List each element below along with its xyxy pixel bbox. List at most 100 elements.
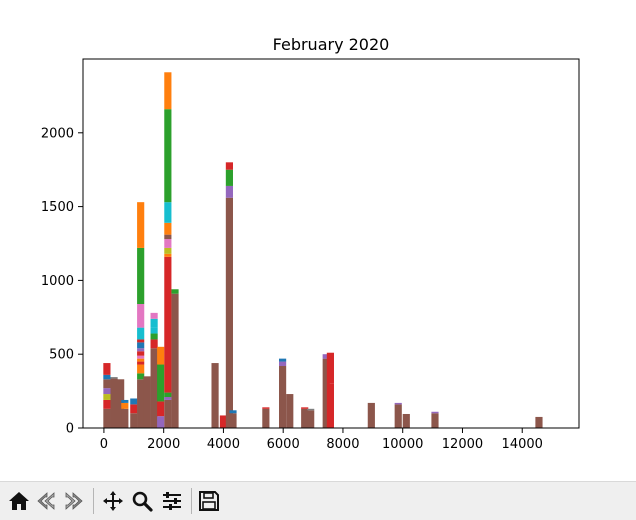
histogram-bar-segment: [137, 355, 145, 359]
histogram-bar-segment: [103, 374, 111, 380]
histogram-bar-segment: [164, 72, 172, 110]
histogram-bar-segment: [171, 293, 179, 428]
histogram-bar-segment: [137, 351, 145, 356]
histogram-bar-segment: [137, 364, 145, 374]
forward-icon[interactable]: [62, 489, 86, 513]
histogram-bar-segment: [431, 411, 439, 414]
histogram-bar-segment: [279, 361, 287, 367]
histogram-bar-segment: [286, 394, 294, 428]
histogram-bar-segment: [143, 376, 151, 428]
histogram-bar-segment: [121, 402, 129, 409]
histogram-bar-segment: [225, 197, 233, 428]
histogram-bar-segment: [117, 379, 125, 428]
histogram-bar-segment: [164, 392, 172, 398]
histogram-bar-segment: [394, 404, 402, 428]
histogram-bar-segment: [229, 413, 237, 428]
histogram-bar-segment: [103, 388, 111, 395]
x-tick-label: 2000: [147, 437, 180, 452]
y-tick-label: 1000: [41, 274, 74, 289]
histogram-bar-segment: [164, 239, 172, 248]
y-tick-label: 1500: [41, 200, 74, 215]
axes-frame: [82, 58, 580, 429]
histogram-bar-segment: [431, 413, 439, 428]
histogram-bar-segment: [225, 169, 233, 186]
histogram-bar-segment: [171, 289, 179, 294]
histogram-bar-segment: [307, 408, 315, 411]
histogram-bar-segment: [137, 342, 145, 349]
histogram-bar-segment: [130, 404, 138, 414]
histogram-bar-segment: [157, 416, 165, 428]
x-tick-label: 0: [100, 437, 108, 452]
histogram-bar-segment: [137, 339, 145, 343]
bars-layer: [103, 72, 543, 428]
x-axis: 0 2000 4000 6000 8000 10000 12000 14000: [100, 428, 543, 452]
zoom-icon[interactable]: [130, 489, 154, 513]
save-icon[interactable]: [197, 489, 221, 513]
histogram-bar-segment: [137, 373, 145, 380]
histogram-bar-segment: [402, 413, 410, 428]
x-tick-label: 6000: [267, 437, 300, 452]
histogram-bar-segment: [157, 401, 165, 417]
histogram-bar-segment: [301, 408, 309, 428]
home-icon[interactable]: [7, 489, 31, 513]
histogram-bar-segment: [110, 378, 118, 428]
histogram-bar-segment: [150, 318, 158, 328]
histogram-bar-segment: [164, 397, 172, 400]
x-tick-label: 4000: [207, 437, 240, 452]
chart-figure: February 2020 0 2000 4000 6000 8000 10000 1200…: [0, 0, 636, 481]
x-tick-label: 12000: [442, 437, 483, 452]
histogram-bar-segment: [164, 222, 172, 235]
histogram-bar-segment: [103, 363, 111, 375]
histogram-bar-segment: [535, 416, 543, 428]
y-axis: 0 500 1000 1500 2000: [41, 126, 83, 437]
configure-icon[interactable]: [160, 489, 184, 513]
histogram-bar-segment: [137, 327, 145, 340]
histogram-bar-segment: [150, 327, 158, 334]
y-tick-label: 2000: [41, 126, 74, 141]
histogram-bar-segment: [394, 402, 402, 405]
figure-background: [0, 0, 636, 481]
histogram-bar-segment: [130, 398, 138, 405]
histogram-bar-segment: [150, 339, 158, 349]
histogram-bar-segment: [225, 162, 233, 170]
histogram-bar-segment: [130, 413, 138, 428]
histogram-bar-segment: [137, 358, 145, 362]
histogram-bar-segment: [164, 234, 172, 240]
pan-icon[interactable]: [101, 489, 125, 513]
histogram-bar-segment: [137, 304, 145, 328]
histogram-bar-segment: [137, 379, 145, 428]
histogram-bar-segment: [137, 348, 145, 352]
x-tick-label: 14000: [502, 437, 543, 452]
histogram-bar-segment: [322, 354, 330, 359]
histogram-bar-segment: [367, 402, 375, 428]
histogram-bar-segment: [103, 394, 111, 400]
back-icon[interactable]: [34, 489, 58, 513]
histogram-bar-segment: [137, 361, 145, 365]
toolbar-separator: [191, 488, 192, 514]
histogram-bar-segment: [103, 379, 111, 389]
histogram-bar-segment: [164, 253, 172, 257]
histogram-bar-segment: [164, 247, 172, 254]
histogram-bar-segment: [279, 358, 287, 362]
histogram-bar-segment: [121, 399, 129, 403]
x-tick-label: 10000: [382, 437, 423, 452]
histogram-bar-segment: [262, 407, 270, 409]
histogram-bar-segment: [164, 109, 172, 203]
chart-title: February 2020: [273, 35, 390, 54]
histogram-bar-segment: [150, 348, 158, 428]
histogram-bar-segment: [137, 202, 145, 248]
histogram-bar-segment: [229, 410, 237, 414]
y-tick-label: 0: [66, 422, 74, 437]
histogram-bar-segment: [326, 383, 334, 428]
histogram-bar-segment: [150, 312, 158, 319]
histogram-bar-segment: [326, 352, 334, 384]
histogram-bar-segment: [121, 408, 129, 428]
y-tick-label: 500: [49, 348, 74, 363]
histogram-bar-segment: [164, 256, 172, 393]
navigation-toolbar: [0, 481, 636, 520]
toolbar-separator: [93, 488, 94, 514]
histogram-bar-segment: [103, 408, 111, 428]
histogram-bar-segment: [164, 202, 172, 223]
histogram-bar-segment: [157, 364, 165, 402]
histogram-bar-segment: [262, 408, 270, 428]
